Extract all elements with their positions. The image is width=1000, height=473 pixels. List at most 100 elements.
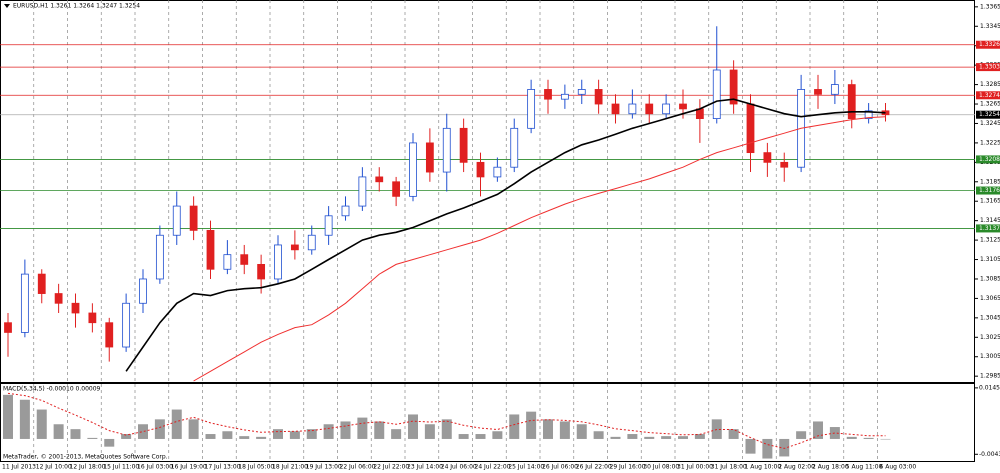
macd-bar bbox=[745, 438, 756, 454]
x-tick-label: 31 Jul 18:00 bbox=[711, 464, 747, 471]
candle-body bbox=[105, 322, 114, 348]
y-tick-label: 1.3365 bbox=[980, 3, 1000, 10]
x-tick-label: 25 Jul 14:00 bbox=[508, 464, 544, 471]
x-tick-label: 22 Jul 06:00 bbox=[340, 464, 376, 471]
macd-bar bbox=[171, 409, 182, 439]
macd-bar bbox=[205, 434, 216, 439]
candle-body bbox=[527, 89, 536, 129]
x-tick-label: 16 Jul 03:00 bbox=[137, 464, 173, 471]
candle-body bbox=[864, 110, 873, 120]
candle-body bbox=[20, 273, 29, 333]
y-tick-label: 1.3025 bbox=[980, 334, 1000, 341]
candle-body bbox=[206, 229, 215, 270]
macd-panel bbox=[0, 383, 975, 462]
macd-bar bbox=[441, 419, 452, 439]
macd-bar bbox=[694, 434, 705, 439]
candle-body bbox=[4, 322, 12, 333]
x-tick-label: 22 Jul 22:00 bbox=[373, 464, 409, 471]
macd-bar bbox=[678, 436, 688, 439]
macd-bar bbox=[256, 436, 267, 439]
macd-bar bbox=[829, 427, 840, 439]
x-tick-label: 29 Jul 16:00 bbox=[610, 464, 646, 471]
y-tick-label: 1.3225 bbox=[980, 139, 1000, 146]
level-label: 1.3326 bbox=[979, 41, 1000, 48]
macd-bar bbox=[779, 438, 790, 457]
candle-body bbox=[425, 142, 434, 173]
macd-bar bbox=[728, 429, 739, 439]
macd-bar bbox=[846, 436, 857, 439]
candle-body bbox=[71, 302, 80, 314]
macd-bar bbox=[357, 417, 368, 439]
macd-bar bbox=[323, 424, 334, 439]
candle-body bbox=[139, 278, 147, 304]
macd-bar bbox=[239, 436, 250, 439]
macd-bar bbox=[458, 434, 469, 439]
level-label: 1.3303 bbox=[979, 64, 1000, 71]
macd-bar bbox=[880, 438, 891, 440]
candle-body bbox=[122, 302, 131, 348]
candle-body bbox=[763, 152, 772, 163]
macd-bar bbox=[306, 429, 317, 439]
macd-bar bbox=[863, 437, 874, 439]
x-tick-label: 30 Jul 08:00 bbox=[643, 464, 679, 471]
candle-body bbox=[189, 205, 198, 231]
footer: MetaTrader, © 2001-2013, MetaQuotes Soft… bbox=[3, 454, 168, 461]
candle-body bbox=[746, 103, 755, 154]
y-tick-label: 1.3125 bbox=[980, 237, 1000, 244]
level-label: 1.3176 bbox=[979, 187, 1000, 194]
level-label: 1.3254 bbox=[979, 111, 1000, 118]
macd-bar bbox=[104, 438, 115, 447]
candle-body bbox=[510, 127, 519, 168]
macd-bar bbox=[273, 429, 283, 439]
macd-bar bbox=[340, 421, 351, 439]
candle-body bbox=[493, 166, 502, 178]
macd-bar bbox=[36, 409, 47, 439]
x-tick-label: 15 Jul 11:00 bbox=[103, 464, 139, 471]
macd-bar bbox=[813, 421, 823, 439]
macd-bar bbox=[391, 429, 402, 439]
candle-body bbox=[847, 84, 856, 120]
chart-title: EURUSD,H1 1.3261 1.3264 1.3247 1.3254 bbox=[13, 3, 140, 10]
candle-body bbox=[442, 127, 451, 173]
level-label-bg bbox=[976, 155, 1000, 164]
y-tick-label: 1.3185 bbox=[980, 178, 1000, 185]
x-tick-label: 26 Jul 06:00 bbox=[542, 464, 578, 471]
x-tick-label: 26 Jul 22:00 bbox=[576, 464, 612, 471]
macd-bar bbox=[222, 431, 233, 439]
candle-body bbox=[560, 93, 569, 100]
y-tick-label: 0.01459 bbox=[979, 384, 1000, 391]
y-tick-label: 1.3345 bbox=[980, 23, 1000, 30]
x-tick-label: 24 Jul 06:00 bbox=[441, 464, 477, 471]
y-tick-label: 1.3165 bbox=[980, 198, 1000, 205]
x-tick-label: 19 Jul 13:00 bbox=[306, 464, 342, 471]
macd-bar bbox=[509, 414, 520, 439]
y-tick-label: 1.3105 bbox=[980, 256, 1000, 263]
candle-body bbox=[274, 244, 282, 280]
candle-body bbox=[375, 176, 384, 183]
x-tick-label: 6 Aug 03:00 bbox=[880, 464, 917, 471]
x-tick-label: 17 Jul 13:00 bbox=[205, 464, 241, 471]
y-tick-label: 1.3065 bbox=[980, 295, 1000, 302]
macd-bar bbox=[593, 431, 604, 439]
x-tick-label: 12 Jul 10:00 bbox=[36, 464, 72, 471]
y-tick-label: 1.3265 bbox=[980, 101, 1000, 108]
macd-bar bbox=[121, 434, 132, 439]
level-label: 1.3137 bbox=[979, 225, 1000, 232]
macd-bar bbox=[610, 436, 621, 439]
x-tick-label: 1 Aug 10:00 bbox=[745, 464, 782, 471]
candle-body bbox=[341, 205, 350, 217]
y-tick-label: 1.3245 bbox=[980, 120, 1000, 127]
main-panel bbox=[0, 0, 975, 383]
macd-bar bbox=[627, 434, 638, 439]
macd-bar bbox=[138, 424, 148, 439]
x-tick-label: 12 Jul 18:00 bbox=[70, 464, 106, 471]
moving-average bbox=[193, 116, 886, 382]
candle-body bbox=[679, 103, 687, 110]
candle-body bbox=[662, 103, 671, 115]
x-tick-label: 2 Aug 02:00 bbox=[778, 464, 815, 471]
candle-body bbox=[476, 161, 485, 178]
macd-bar bbox=[475, 434, 486, 439]
candle-body bbox=[88, 312, 97, 324]
macd-bar bbox=[3, 394, 13, 439]
